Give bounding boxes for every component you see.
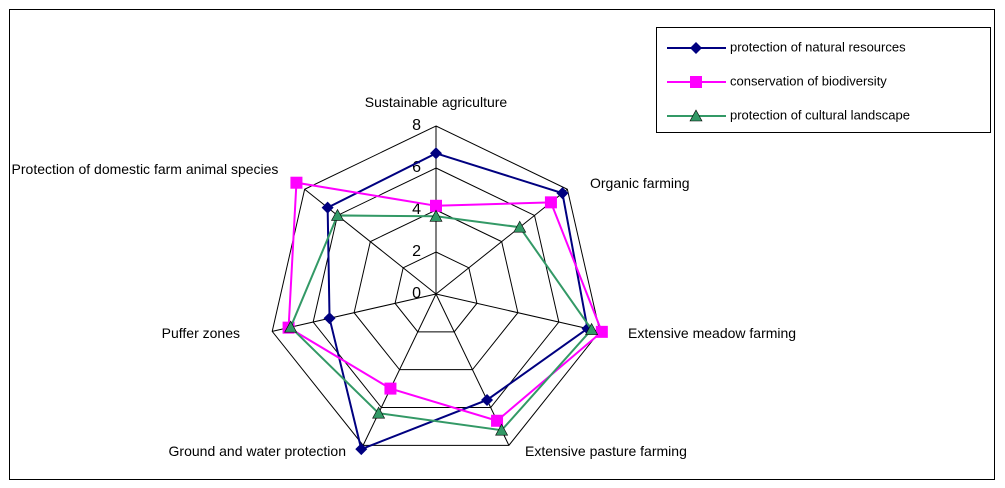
marker <box>690 76 702 88</box>
category-label: Protection of domestic farm animal speci… <box>11 161 279 177</box>
y-tick-label: 0 <box>412 285 421 302</box>
series-line <box>326 152 589 451</box>
category-label: Extensive pasture farming <box>525 443 687 459</box>
grid-ring <box>271 125 601 446</box>
category-label: Puffer zones <box>161 325 240 341</box>
marker <box>430 199 442 212</box>
marker <box>595 325 608 338</box>
y-tick-label: 4 <box>412 201 421 218</box>
marker <box>290 176 303 189</box>
axis-spoke <box>435 293 600 332</box>
marker <box>284 320 298 333</box>
marker <box>495 423 509 436</box>
category-label: Ground and water protection <box>168 443 346 459</box>
marker <box>372 406 386 419</box>
marker <box>481 393 494 406</box>
grid-ring <box>353 209 519 371</box>
legend-label: conservation of biodiversity <box>730 73 887 88</box>
marker <box>429 209 443 222</box>
marker <box>556 187 569 200</box>
marker <box>689 109 703 122</box>
marker <box>585 322 599 335</box>
category-label: Sustainable agriculture <box>364 94 508 110</box>
category-label: Extensive meadow farming <box>628 325 797 341</box>
marker <box>323 312 336 325</box>
legend-label: protection of natural resources <box>730 39 906 54</box>
grid-ring <box>394 251 478 333</box>
marker <box>690 42 702 54</box>
y-tick-label: 8 <box>412 117 421 134</box>
marker <box>513 220 527 233</box>
legend-label: protection of cultural landscape <box>730 107 910 122</box>
marker <box>384 382 397 395</box>
grid-ring <box>312 167 560 409</box>
marker <box>355 443 368 456</box>
y-tick-label: 2 <box>412 243 421 260</box>
series-line <box>289 214 593 432</box>
series-line <box>287 181 604 422</box>
marker <box>491 414 504 427</box>
axis-spoke <box>272 293 437 332</box>
marker <box>430 147 442 160</box>
y-tick-label: 6 <box>412 159 421 176</box>
marker <box>330 208 344 221</box>
marker <box>321 201 334 214</box>
axis-spoke <box>362 293 437 446</box>
marker <box>544 196 557 209</box>
category-label: Organic farming <box>590 175 690 191</box>
